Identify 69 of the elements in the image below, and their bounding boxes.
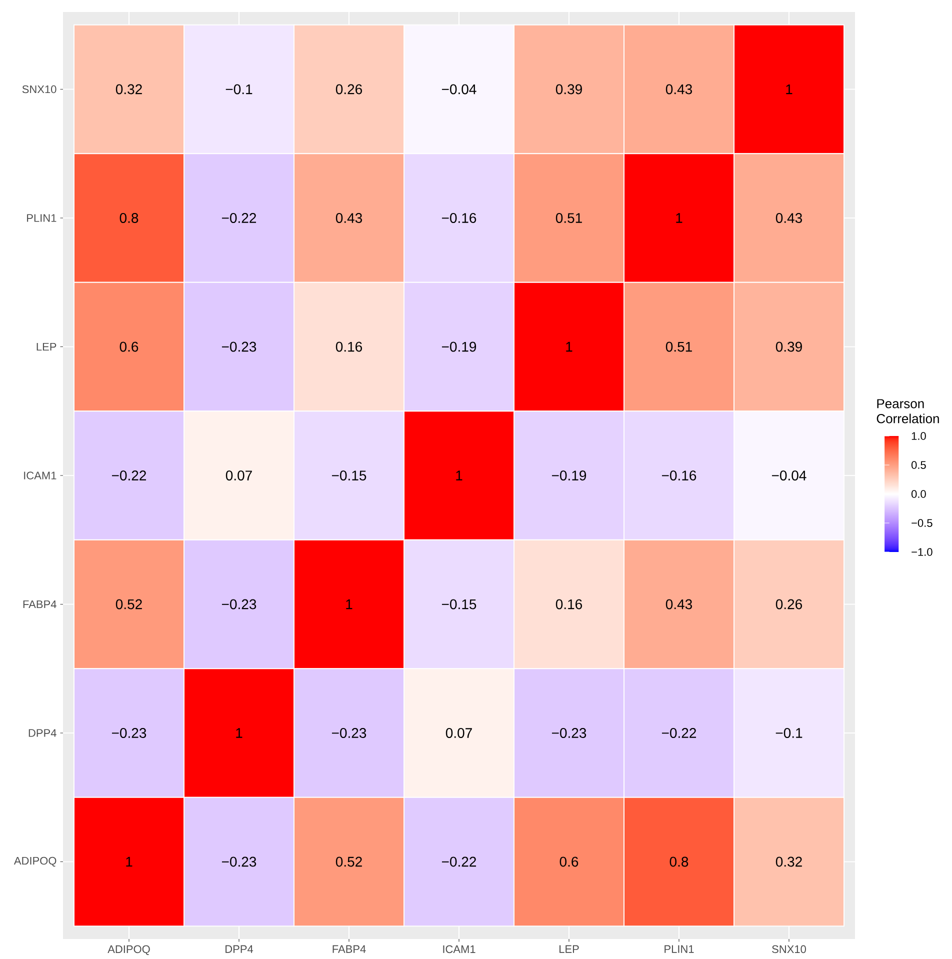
data-label: −0.22 (112, 470, 146, 480)
data-label: −0.23 (222, 599, 256, 610)
y-tick-label: LEP (36, 342, 56, 351)
data-label: 1 (456, 470, 462, 480)
data-label: −0.23 (112, 728, 146, 738)
data-label: 0.43 (336, 213, 362, 223)
data-label: 0.43 (776, 213, 802, 223)
data-label: 0.07 (226, 470, 252, 480)
data-label: −0.16 (662, 470, 696, 480)
data-label: 0.16 (556, 599, 582, 610)
color-bar-label: −1.0 (912, 548, 932, 556)
data-label: 0.43 (666, 84, 692, 94)
data-label: 0.52 (116, 599, 142, 610)
data-label: 0.26 (336, 84, 362, 94)
data-label: 0.8 (120, 213, 138, 223)
data-label: −0.22 (222, 213, 256, 223)
y-tick-label: ADIPOQ (14, 856, 56, 867)
x-tick-label: FABP4 (332, 945, 366, 953)
data-label: 0.6 (120, 342, 138, 352)
data-label: 0.43 (666, 599, 692, 610)
color-bar-label: 0.0 (911, 490, 926, 498)
data-label: −0.04 (442, 84, 476, 94)
data-label: −0.15 (442, 599, 476, 610)
data-label: −0.22 (442, 856, 476, 867)
data-label: 1 (236, 728, 242, 738)
color-bar-title: Pearson Correlation (876, 399, 939, 424)
color-bar-label: 1.0 (912, 432, 926, 440)
data-label: 1 (126, 856, 132, 867)
color-bar-label: 0.5 (911, 461, 926, 469)
x-tick-label: SNX10 (772, 945, 806, 954)
data-label: 0.32 (116, 84, 142, 94)
x-tick-label: ADIPOQ (108, 945, 150, 956)
data-label: 1 (566, 342, 572, 352)
data-label: 0.07 (446, 728, 472, 738)
data-label: −0.16 (442, 213, 476, 223)
data-label: 0.39 (556, 84, 582, 94)
x-tick-label: PLIN1 (664, 945, 694, 953)
x-tick-label: LEP (560, 945, 579, 953)
data-label: 1 (786, 84, 792, 94)
color-bar-label: −0.5 (912, 519, 932, 527)
data-label: −0.04 (772, 470, 806, 480)
y-tick-label: SNX10 (22, 85, 56, 94)
data-label: 0.52 (336, 856, 362, 867)
y-tick-label: FABP4 (23, 600, 56, 608)
data-label: 0.32 (776, 856, 802, 867)
y-tick-label: PLIN1 (27, 214, 56, 222)
data-label: −0.19 (442, 342, 476, 352)
data-label: 1 (676, 213, 682, 223)
data-label: −0.22 (662, 728, 696, 738)
y-tick-label: DPP4 (28, 729, 56, 737)
y-tick-label: ICAM1 (24, 472, 56, 480)
data-label: 0.8 (670, 856, 688, 867)
data-label: 0.6 (560, 856, 578, 867)
data-label: −0.23 (332, 728, 366, 738)
x-tick-label: ICAM1 (443, 945, 476, 954)
data-label: 0.39 (776, 342, 802, 352)
data-label: −0.1 (776, 728, 802, 738)
data-label: 0.26 (776, 599, 802, 610)
data-label: −0.19 (552, 470, 586, 480)
data-label: −0.15 (332, 470, 366, 480)
data-label: 0.16 (336, 342, 362, 352)
data-label: 0.51 (556, 213, 582, 223)
data-label: −0.1 (226, 84, 252, 94)
data-label: −0.23 (552, 728, 586, 738)
x-tick-label: DPP4 (226, 945, 254, 953)
data-label: 0.51 (666, 342, 692, 352)
data-label: −0.23 (222, 342, 256, 352)
data-label: 1 (346, 599, 352, 610)
data-label: −0.23 (222, 856, 256, 867)
